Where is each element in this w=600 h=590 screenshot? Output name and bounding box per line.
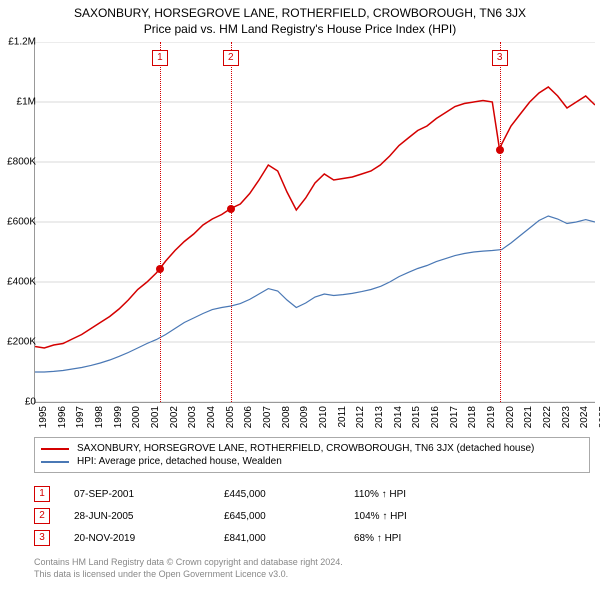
legend-row: HPI: Average price, detached house, Weal… (41, 455, 583, 468)
title-line-2: Price paid vs. HM Land Registry's House … (8, 22, 592, 36)
x-tick-label: 2016 (430, 406, 441, 428)
x-tick-label: 2018 (467, 406, 478, 428)
title-line-1: SAXONBURY, HORSEGROVE LANE, ROTHERFIELD,… (8, 6, 592, 20)
footnote: Contains HM Land Registry data © Crown c… (34, 557, 590, 580)
x-tick-label: 2011 (337, 406, 348, 428)
x-tick-label: 2012 (355, 406, 366, 428)
x-tick-label: 2023 (561, 406, 572, 428)
x-tick-label: 2024 (579, 406, 590, 428)
transaction-pct: 104% ↑ HPI (354, 511, 474, 522)
footnote-line-2: This data is licensed under the Open Gov… (34, 569, 590, 581)
transaction-date: 28-JUN-2005 (74, 511, 224, 522)
y-tick-label: £1M (17, 97, 36, 108)
marker-vline (500, 42, 501, 402)
x-tick-label: 1997 (75, 406, 86, 428)
marker-box: 3 (492, 50, 508, 66)
x-tick-label: 2020 (505, 406, 516, 428)
transaction-pct: 110% ↑ HPI (354, 489, 474, 500)
x-tick-label: 2019 (486, 406, 497, 428)
marker-vline (231, 42, 232, 402)
x-tick-label: 2014 (393, 406, 404, 428)
marker-dot (496, 146, 504, 154)
transaction-table: 1 07-SEP-2001£445,000110% ↑ HPI 2 28-JUN-20… (34, 483, 590, 549)
x-tick-label: 2009 (299, 406, 310, 428)
y-tick-label: £600K (7, 217, 36, 228)
x-tick-label: 2000 (131, 406, 142, 428)
x-tick-label: 2013 (374, 406, 385, 428)
y-tick-label: £800K (7, 157, 36, 168)
y-tick-label: £1.2M (8, 37, 36, 48)
plot-svg (35, 42, 595, 402)
transaction-date: 07-SEP-2001 (74, 489, 224, 500)
x-tick-label: 2005 (225, 406, 236, 428)
transaction-price: £841,000 (224, 533, 354, 544)
y-tick-label: £0 (25, 397, 36, 408)
x-tick-label: 2010 (318, 406, 329, 428)
chart-container: SAXONBURY, HORSEGROVE LANE, ROTHERFIELD,… (0, 0, 600, 580)
plot-area: 1 2 3 (34, 42, 595, 403)
series-property (35, 87, 595, 348)
legend-row: SAXONBURY, HORSEGROVE LANE, ROTHERFIELD,… (41, 442, 583, 455)
x-tick-label: 2015 (411, 406, 422, 428)
transaction-marker: 3 (34, 530, 50, 546)
legend-label: SAXONBURY, HORSEGROVE LANE, ROTHERFIELD,… (77, 443, 534, 454)
x-tick-label: 2003 (187, 406, 198, 428)
x-tick-label: 2002 (169, 406, 180, 428)
x-tick-label: 2021 (523, 406, 534, 428)
footnote-line-1: Contains HM Land Registry data © Crown c… (34, 557, 590, 569)
legend-label: HPI: Average price, detached house, Weal… (77, 456, 282, 467)
title-block: SAXONBURY, HORSEGROVE LANE, ROTHERFIELD,… (0, 0, 600, 38)
marker-box: 1 (152, 50, 168, 66)
series-hpi (35, 216, 595, 372)
x-tick-label: 2007 (262, 406, 273, 428)
x-tick-label: 2017 (449, 406, 460, 428)
transaction-pct: 68% ↑ HPI (354, 533, 474, 544)
transaction-price: £645,000 (224, 511, 354, 522)
transaction-row: 3 20-NOV-2019£841,00068% ↑ HPI (34, 527, 590, 549)
transaction-date: 20-NOV-2019 (74, 533, 224, 544)
x-tick-label: 1996 (57, 406, 68, 428)
marker-dot (156, 265, 164, 273)
marker-box: 2 (223, 50, 239, 66)
y-tick-label: £400K (7, 277, 36, 288)
x-tick-label: 1998 (94, 406, 105, 428)
transaction-marker: 2 (34, 508, 50, 524)
legend-swatch (41, 448, 69, 450)
legend-swatch (41, 461, 69, 463)
transaction-row: 2 28-JUN-2005£645,000104% ↑ HPI (34, 505, 590, 527)
x-tick-label: 1999 (113, 406, 124, 428)
x-tick-label: 2008 (281, 406, 292, 428)
marker-vline (160, 42, 161, 402)
x-tick-label: 2001 (150, 406, 161, 428)
transaction-row: 1 07-SEP-2001£445,000110% ↑ HPI (34, 483, 590, 505)
transaction-marker: 1 (34, 486, 50, 502)
x-tick-label: 2006 (243, 406, 254, 428)
legend-box: SAXONBURY, HORSEGROVE LANE, ROTHERFIELD,… (34, 437, 590, 473)
x-tick-label: 2022 (542, 406, 553, 428)
x-tick-label: 2004 (206, 406, 217, 428)
transaction-price: £445,000 (224, 489, 354, 500)
x-tick-label: 1995 (38, 406, 49, 428)
marker-dot (227, 205, 235, 213)
below-section: SAXONBURY, HORSEGROVE LANE, ROTHERFIELD,… (34, 437, 590, 580)
y-tick-label: £200K (7, 337, 36, 348)
